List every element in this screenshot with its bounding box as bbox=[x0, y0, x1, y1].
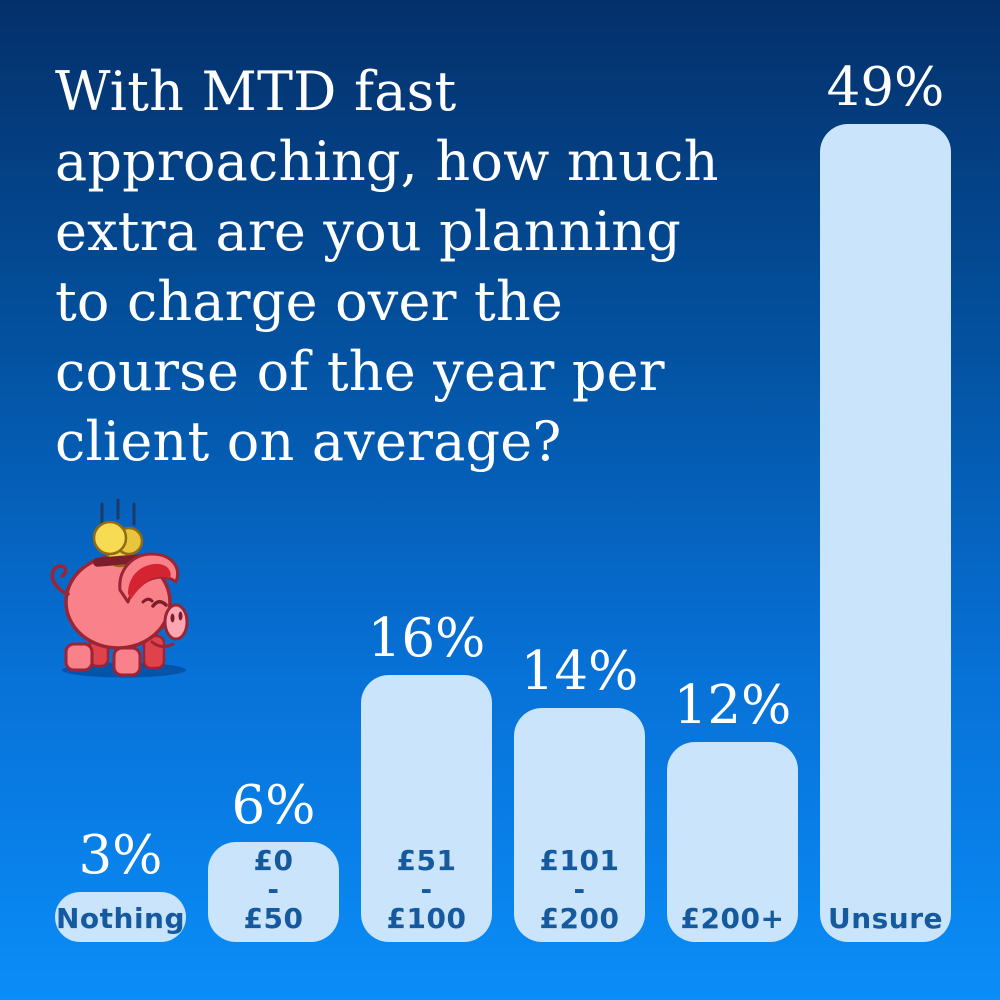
bar-column-51-100: 16% £51- £100 bbox=[361, 612, 492, 942]
bar-chart: 3% Nothing 6% £0- £50 16% £51- £100 14% £101- £200… bbox=[55, 61, 951, 942]
bar-column-nothing: 3% Nothing bbox=[55, 829, 186, 942]
bar-category-label: £51- £100 bbox=[387, 846, 467, 942]
bar-category-label-line: £101 bbox=[539, 844, 620, 877]
pig-tail bbox=[50, 564, 70, 596]
pig-eyebrow bbox=[141, 597, 154, 604]
pig-inner-ear bbox=[128, 563, 171, 599]
bar-category-label: Nothing bbox=[56, 904, 185, 942]
title-line: extra are you planning bbox=[55, 200, 681, 263]
bar-0-50: £0- £50 bbox=[208, 842, 339, 942]
bar-category-label-line: £200+ bbox=[680, 902, 785, 935]
bar-category-label: £200+ bbox=[681, 904, 785, 942]
bar-category-label-line: Nothing bbox=[55, 902, 186, 935]
bar-value-label: 14% bbox=[520, 641, 639, 702]
bar-nothing: Nothing bbox=[55, 892, 186, 942]
bar-category-label: Unsure bbox=[828, 904, 943, 942]
pig-eye bbox=[151, 600, 168, 608]
piggy-bank-illustration bbox=[50, 498, 189, 678]
bar-category-label: £0- £50 bbox=[244, 846, 304, 942]
bar-unsure: Unsure bbox=[820, 124, 951, 942]
bar-101-200: £101- £200 bbox=[514, 708, 645, 942]
title-line: to charge over the bbox=[55, 270, 564, 333]
bar-value-label: 3% bbox=[78, 825, 163, 886]
bar-column-unsure: 49% Unsure bbox=[820, 61, 951, 942]
coin-motion-lines-icon bbox=[100, 498, 136, 526]
title-line: course of the year per bbox=[55, 340, 665, 403]
bar-category-label-line: £51 bbox=[396, 844, 457, 877]
title-line: client on average? bbox=[55, 410, 562, 473]
bar-column-101-200: 14% £101- £200 bbox=[514, 645, 645, 942]
bar-category-label-line: - bbox=[573, 873, 586, 906]
bar-category-label-line: £200 bbox=[539, 902, 620, 935]
bar-value-label: 49% bbox=[826, 57, 945, 118]
bar-category-label-line: - bbox=[267, 873, 280, 906]
bar-category-label-line: - bbox=[420, 873, 433, 906]
title-line: approaching, how much bbox=[55, 130, 719, 193]
bar-value-label: 6% bbox=[231, 775, 316, 836]
coins-icon bbox=[92, 520, 144, 556]
bar-51-100: £51- £100 bbox=[361, 675, 492, 942]
bar-column-0-50: 6% £0- £50 bbox=[208, 779, 339, 942]
bar-value-label: 12% bbox=[673, 675, 792, 736]
bar-value-label: 16% bbox=[367, 608, 486, 669]
pig-nostril bbox=[170, 613, 175, 623]
bar-category-label-line: Unsure bbox=[827, 902, 944, 935]
bar-category-label-line: £0 bbox=[253, 844, 294, 877]
bar-category-label: £101- £200 bbox=[540, 846, 620, 942]
pig-near-legs bbox=[64, 642, 142, 677]
bar-column-200: 12% £200+ bbox=[667, 679, 798, 942]
title-line: With MTD fast bbox=[55, 60, 457, 123]
pig-mouth bbox=[150, 640, 175, 649]
bar-200: £200+ bbox=[667, 742, 798, 942]
bar-category-label-line: £100 bbox=[386, 902, 467, 935]
pig-nostril bbox=[178, 611, 183, 621]
chart-question-title: With MTD fast approaching, how much extr… bbox=[55, 57, 775, 477]
bar-category-label-line: £50 bbox=[243, 902, 304, 935]
